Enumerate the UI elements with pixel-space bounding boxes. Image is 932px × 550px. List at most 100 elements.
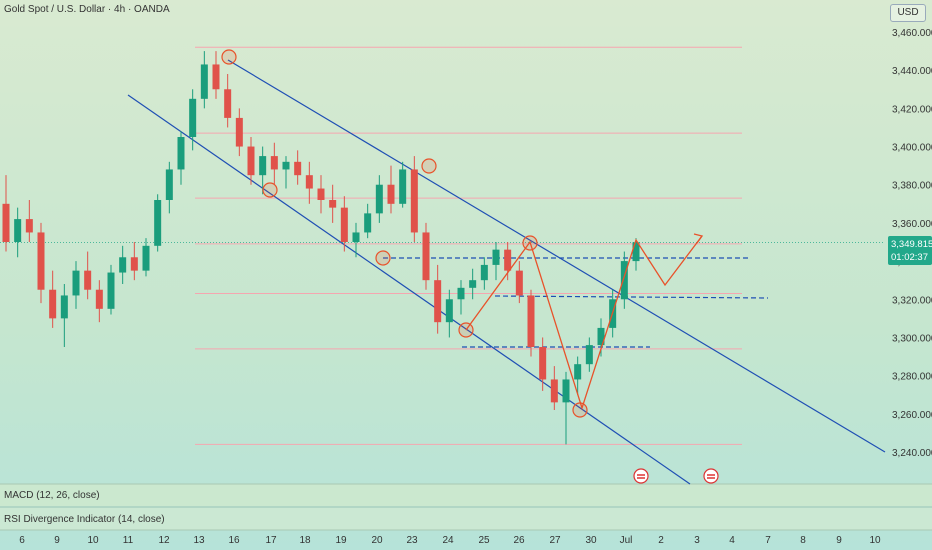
- candle-body: [317, 188, 325, 200]
- y-tick-label: 3,400.000: [892, 143, 932, 154]
- candle-body: [340, 207, 348, 242]
- candle-body: [282, 161, 290, 170]
- candle-body: [375, 184, 383, 214]
- x-tick-label: 12: [158, 535, 170, 546]
- x-tick-label: 4: [729, 535, 735, 546]
- candle-body: [434, 280, 442, 323]
- candle-body: [2, 203, 10, 242]
- x-tick-label: 24: [442, 535, 454, 546]
- candle-body: [14, 219, 22, 242]
- x-tick-label: 9: [836, 535, 842, 546]
- y-tick-label: 3,260.000: [892, 410, 932, 421]
- us-event-flag-icon: [703, 468, 719, 484]
- x-tick-label: 11: [123, 535, 134, 546]
- candle-body: [212, 64, 220, 90]
- candle-body: [72, 270, 80, 296]
- channel-lower-line: [127, 94, 691, 485]
- candle-body: [422, 232, 430, 281]
- candle-body: [165, 169, 173, 200]
- dashed-level-line: [494, 295, 769, 299]
- candle-body: [224, 89, 232, 118]
- rsi-pane: [0, 508, 932, 530]
- candle-body: [504, 249, 512, 271]
- currency-button[interactable]: USD: [890, 4, 926, 22]
- pivot-circle-marker: [262, 182, 278, 198]
- x-tick-label: 16: [228, 535, 240, 546]
- x-tick-label: 10: [87, 535, 99, 546]
- y-tick-label: 3,440.000: [892, 66, 932, 77]
- candle-body: [632, 242, 640, 262]
- candle-body: [25, 219, 33, 233]
- y-tick-label: 3,380.000: [892, 181, 932, 192]
- candle-body: [119, 257, 127, 273]
- x-tick-label: 27: [549, 535, 561, 546]
- candle-body: [410, 169, 418, 233]
- candle-body: [562, 379, 570, 403]
- candle-body: [294, 161, 302, 176]
- candle-body: [539, 347, 547, 380]
- candle-body: [247, 146, 255, 176]
- candle-body: [527, 295, 535, 347]
- pivot-circle-marker: [375, 250, 391, 266]
- macd-pane: [0, 484, 932, 506]
- candle-body: [189, 98, 197, 137]
- us-event-flag-icon: [633, 468, 649, 484]
- candle-body: [142, 245, 150, 271]
- x-tick-label: 18: [299, 535, 311, 546]
- x-tick-label: 26: [513, 535, 525, 546]
- candle-body: [329, 200, 337, 208]
- x-tick-label: 30: [585, 535, 597, 546]
- macd-pane-label[interactable]: MACD (12, 26, close): [4, 490, 100, 501]
- y-tick-label: 3,300.000: [892, 333, 932, 344]
- candle-body: [364, 213, 372, 233]
- candle-body: [107, 272, 115, 309]
- x-tick-label: 8: [800, 535, 806, 546]
- x-tick-label: 7: [765, 535, 771, 546]
- x-tick-label: 13: [193, 535, 205, 546]
- x-tick-label: 19: [335, 535, 347, 546]
- pivot-circle-marker: [572, 402, 588, 418]
- candle-body: [154, 200, 162, 246]
- candle-body: [597, 327, 605, 346]
- x-tick-label: 10: [869, 535, 881, 546]
- candle-body: [352, 232, 360, 242]
- candle-body: [49, 289, 57, 319]
- candle-body: [469, 280, 477, 288]
- x-tick-label: 3: [694, 535, 700, 546]
- candle-body: [492, 249, 500, 265]
- x-tick-label: 23: [406, 535, 418, 546]
- candle-body: [84, 270, 92, 290]
- pivot-circle-marker: [221, 49, 237, 65]
- projection-path: [465, 235, 703, 411]
- pivot-circle-marker: [522, 235, 538, 251]
- candle-body: [305, 175, 313, 189]
- channel-upper-line: [227, 59, 886, 453]
- y-tick-label: 3,320.000: [892, 295, 932, 306]
- x-tick-label: Jul: [620, 535, 633, 546]
- bar-countdown-label: 01:02:37: [891, 252, 928, 263]
- rsi-pane-label[interactable]: RSI Divergence Indicator (14, close): [4, 514, 165, 525]
- candle-body: [270, 156, 278, 170]
- y-tick-label: 3,420.000: [892, 104, 932, 115]
- candle-body: [259, 156, 267, 176]
- last-price-tag: [888, 236, 932, 265]
- x-tick-label: 2: [658, 535, 664, 546]
- y-tick-label: 3,240.000: [892, 448, 932, 459]
- x-tick-label: 6: [19, 535, 25, 546]
- candle-body: [235, 117, 243, 147]
- candle-body: [177, 137, 185, 170]
- candle-body: [457, 287, 465, 300]
- candle-body: [515, 270, 523, 296]
- pivot-circle-marker: [421, 158, 437, 174]
- x-tick-label: 17: [265, 535, 277, 546]
- chart-title: Gold Spot / U.S. Dollar · 4h · OANDA: [4, 4, 170, 15]
- candle-body: [445, 299, 453, 323]
- x-tick-label: 25: [478, 535, 490, 546]
- pivot-circle-marker: [458, 322, 474, 338]
- x-tick-label: 9: [54, 535, 60, 546]
- candle-body: [574, 364, 582, 380]
- candle-body: [620, 261, 628, 300]
- candle-body: [200, 64, 208, 99]
